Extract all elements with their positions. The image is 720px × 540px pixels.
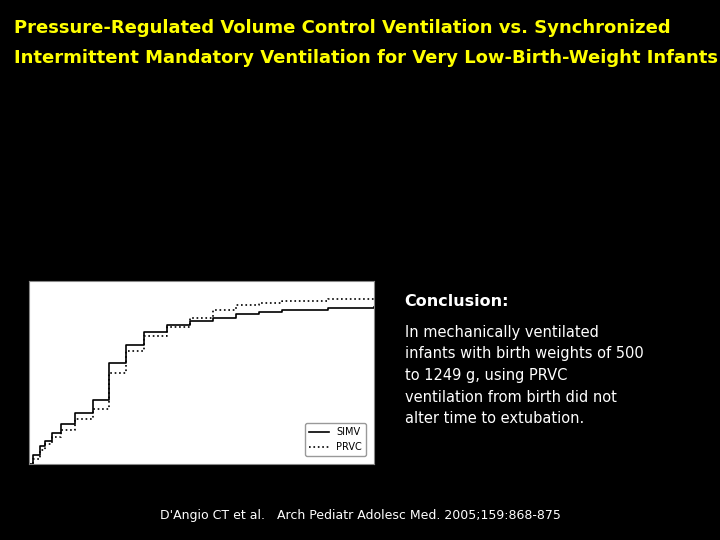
PRVC [36,447,45,453]
Text: D'Angio CT et al.   Arch Pediatr Adolesc Med. 2005;159:868-875: D'Angio CT et al. Arch Pediatr Adolesc M… [160,509,560,522]
Text: 47/104 (45): 47/104 (45) [313,155,365,164]
Text: Alive without BPD at 36 weeks’ PMA: Alive without BPD at 36 weeks’ PMA [22,186,179,195]
Text: NA: NA [582,186,594,195]
Text: Pressure-Regulated Volume Control Ventilation vs. Synchronized: Pressure-Regulated Volume Control Ventil… [14,19,671,37]
SIMV [278,307,287,313]
PRVC [140,333,148,339]
SIMV [301,307,310,313]
Text: 0.58 (0.36-0.96)¶: 0.58 (0.36-0.96)¶ [418,249,495,259]
SIMV [57,421,66,427]
Legend: SIMV, PRVC: SIMV, PRVC [305,423,366,456]
Text: NA: NA [451,234,463,243]
SIMV [36,443,45,449]
Text: 66/104 (63): 66/104 (63) [314,186,365,195]
Text: 87/104 (84): 87/104 (84) [313,171,365,180]
PRVC [370,294,379,301]
SIMV [209,314,217,321]
Text: Alive and extubated at 14 days: Alive and extubated at 14 days [22,139,158,148]
Text: 20/104 (19): 20/104 (19) [314,249,365,259]
Text: 1.0 (0.89-1.12): 1.0 (0.89-1.12) [424,171,490,180]
SIMV [40,437,49,444]
PRVC [324,296,333,302]
PRVC [232,301,240,308]
Text: Intermittent Mandatory Ventilation for Very Low-Birth-Weight Infants: Intermittent Mandatory Ventilation for V… [14,49,719,66]
PRVC [121,347,130,354]
SIMV [71,410,79,416]
Text: 38/104 (37): 38/104 (37) [313,139,365,148]
Text: Alive and extubated at 28 days: Alive and extubated at 28 days [22,155,158,164]
PRVC [301,298,310,304]
PRVC [89,406,98,413]
Text: NA: NA [582,202,594,211]
Text: 55/106 (52): 55/106 (52) [196,155,248,164]
PRVC [209,307,217,313]
PRVC [186,314,194,321]
PRVC [163,323,171,330]
Text: MD (95% CI)†: MD (95% CI)† [552,110,624,120]
Text: PRVC*: PRVC* [322,110,356,120]
Text: SIMV*: SIMV* [205,110,238,120]
Text: 9 (-2.6 to 20.6): 9 (-2.6 to 20.6) [555,234,621,243]
SIMV [347,305,356,312]
Text: In mechanically ventilated
infants with birth weights of 500
to 1249 g, using PR: In mechanically ventilated infants with … [405,325,644,426]
Text: Table 3. Respiratory Outcomes: Table 3. Respiratory Outcomes [22,69,202,82]
PRVC [48,434,56,440]
SIMV [324,305,333,312]
Text: 0.87 (0.66-1.15): 0.87 (0.66-1.15) [421,155,492,164]
Text: 0.83 (0.55-1.27): 0.83 (0.55-1.27) [421,202,492,211]
Text: 60/105 (57): 60/105 (57) [196,186,248,195]
Text: 89/105 (84): 89/105 (84) [196,171,248,180]
SIMV [105,360,114,367]
Text: 24 (3-154)†: 24 (3-154)† [197,234,247,243]
Text: NA: NA [582,139,594,148]
PRVC [278,298,287,304]
SIMV [163,322,171,328]
PRVC [40,441,49,448]
Text: 13/104 (13): 13/104 (13) [313,218,365,227]
SIMV [186,318,194,325]
Text: 27/93 (29): 27/93 (29) [316,202,362,211]
Text: NA: NA [582,155,594,164]
Line: PRVC: PRVC [29,298,374,464]
SIMV [48,430,56,436]
PRVC [57,426,66,433]
SIMV [121,342,130,348]
PRVC [255,300,264,306]
PRVC [105,369,114,376]
PRVC [71,415,79,422]
SIMV [140,329,148,335]
Text: 1.03 (0.50-2.11): 1.03 (0.50-2.11) [421,218,492,227]
Text: Alive and extubated at 36 weeks’ PMA: Alive and extubated at 36 weeks’ PMA [22,171,189,180]
SIMV [24,461,33,468]
PRVC [24,461,33,468]
SIMV [29,452,37,458]
Text: 32/92 (35): 32/92 (35) [199,202,245,211]
Text: BPD in survivors at 36 week’ PMA: BPD in survivors at 36 week’ PMA [22,202,168,211]
SIMV [232,310,240,317]
PRVC [347,296,356,302]
Text: 0.90 (0.64-1.26): 0.90 (0.64-1.26) [421,139,492,148]
SIMV [255,309,264,315]
X-axis label: Age, d: Age, d [184,489,220,499]
Text: Final extubation by 14 days: Final extubation by 14 days [22,249,142,259]
Text: NA: NA [582,249,594,259]
Text: 36/108 (33): 36/108 (33) [196,249,248,259]
Text: 33 (0-133)‖: 33 (0-133)‖ [314,234,364,243]
SIMV [89,397,98,403]
SIMV [370,303,379,310]
PRVC [29,456,37,462]
Text: 1.1 (0.89-1.38): 1.1 (0.89-1.38) [424,186,490,195]
Text: Conclusion:: Conclusion: [405,294,509,309]
Line: SIMV: SIMV [29,307,374,464]
Text: NA: NA [582,171,594,180]
Text: RR (95% CI)†: RR (95% CI)† [422,110,492,120]
Text: Age at final extubation in survivors, d§: Age at final extubation in survivors, d§ [22,234,190,243]
Text: 13/107 (12): 13/107 (12) [196,218,248,227]
Text: 44/108 (41): 44/108 (41) [196,139,248,148]
Text: NA: NA [582,218,594,227]
Text: Died before discharge‡: Died before discharge‡ [22,218,122,227]
